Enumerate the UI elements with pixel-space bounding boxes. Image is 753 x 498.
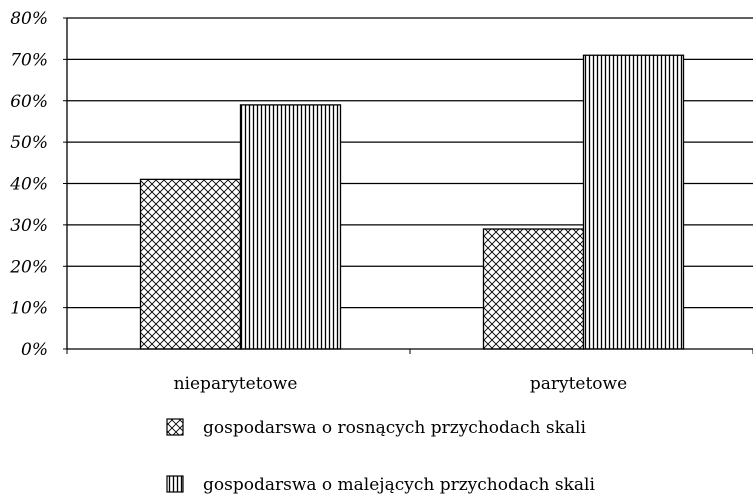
y-tick-label: 60% — [10, 92, 48, 112]
bar-nieparytetowe-series-1 — [139, 178, 242, 350]
y-tick-label: 20% — [9, 257, 48, 277]
axes: 0% 10% 20% 30% 40% 50% 60% 70% 80% nieparytetowe p… — [9, 9, 753, 394]
legend-swatch-1 — [166, 418, 184, 436]
x-tick-label: nieparytetowe — [174, 374, 298, 394]
bar-parytetowe-series-2 — [582, 54, 685, 350]
y-tick-label: 30% — [10, 216, 48, 236]
legend-label-1: gospodarswa o rosnących przychodach skal… — [203, 418, 586, 438]
y-tick-label: 50% — [10, 133, 48, 153]
y-tick-label: 10% — [10, 299, 48, 319]
y-tick-label: 40% — [9, 175, 48, 195]
y-tick-label: 70% — [10, 50, 48, 70]
bars — [139, 54, 685, 350]
x-tick-label: parytetowe — [530, 374, 627, 394]
y-tick-label: 80% — [10, 9, 48, 29]
y-tick-label: 0% — [21, 340, 48, 360]
bar-nieparytetowe-series-2 — [239, 104, 342, 350]
bar-parytetowe-series-1 — [482, 228, 585, 350]
legend-swatch-2 — [166, 475, 184, 493]
legend-label-2: gospodarswa o malejących przychodach ska… — [203, 475, 595, 495]
legend: gospodarswa o rosnących przychodach skal… — [166, 418, 595, 495]
